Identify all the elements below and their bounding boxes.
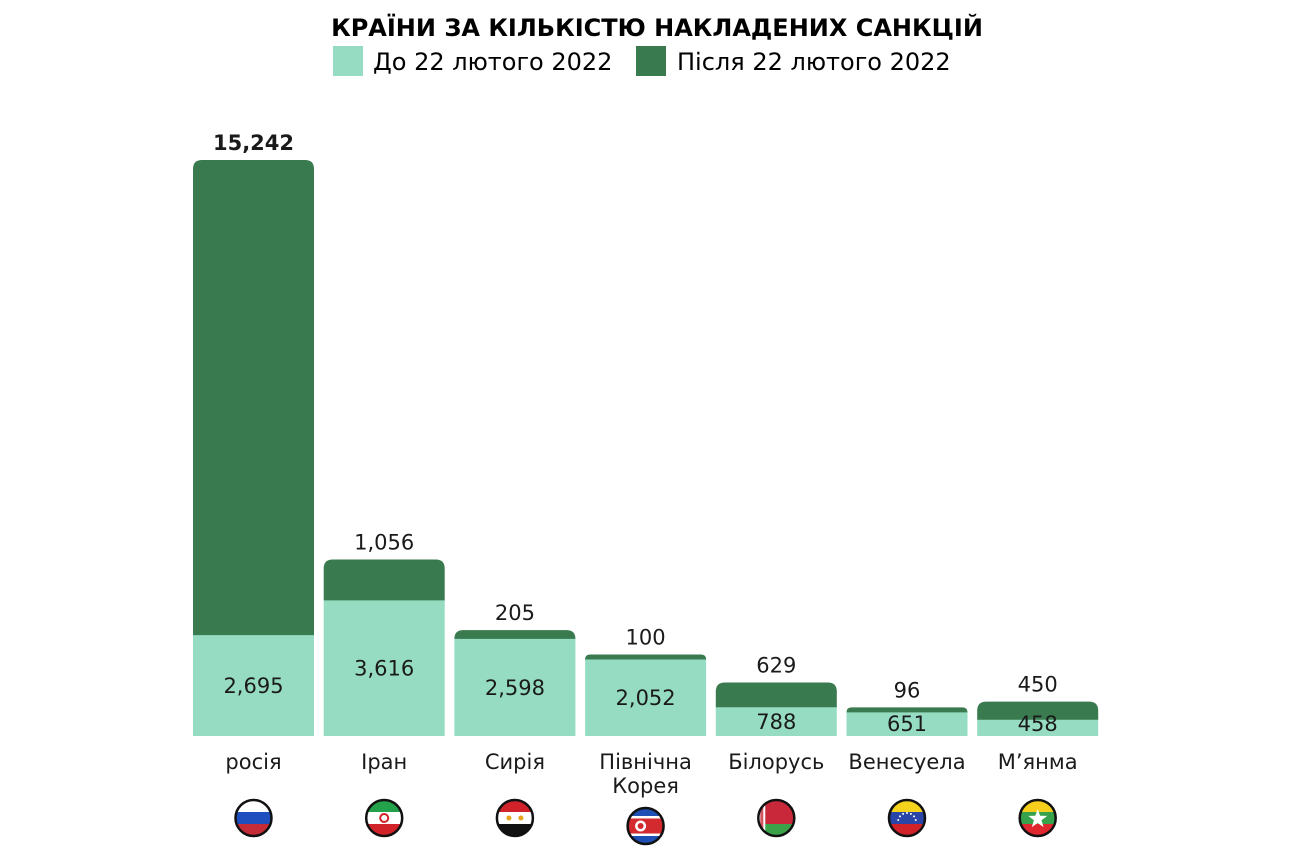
bars-layer: 2,695 15,242 росія 3,616 1,056 Іран 2,598 205 Си… (193, 131, 1099, 798)
bar-before-2 (454, 637, 576, 736)
value-label-before: 458 (1018, 712, 1058, 736)
value-label-after: 1,056 (354, 530, 414, 554)
bar-after-4 (715, 682, 837, 708)
category-label: Північна (599, 750, 692, 774)
bar-after-0 (193, 160, 314, 636)
bar-before-4 (715, 706, 837, 736)
category-label: Сирія (485, 750, 545, 774)
value-label-after: 96 (894, 678, 921, 702)
category-label: Венесуела (848, 750, 965, 774)
value-label-after: 450 (1018, 673, 1058, 697)
iran-flag-icon (364, 798, 404, 838)
category-label: Іран (361, 750, 407, 774)
bar-before-6 (977, 718, 1099, 736)
legend-swatch-after (636, 46, 666, 76)
legend-label-after: Після 22 лютого 2022 (677, 48, 951, 76)
bar-before-1 (323, 599, 445, 736)
value-label-before: 2,598 (485, 676, 545, 700)
legend: До 22 лютого 2022 Після 22 лютого 2022 (333, 46, 951, 76)
value-label-before: 3,616 (354, 657, 414, 681)
bar-after-3 (585, 654, 707, 660)
value-label-before: 651 (887, 712, 927, 736)
flags-layer (234, 798, 1057, 846)
value-label-after: 629 (756, 653, 796, 677)
value-label-after: 15,242 (213, 131, 294, 155)
bar-before-0 (193, 634, 314, 736)
value-label-before: 788 (756, 710, 796, 734)
bar-before-5 (846, 711, 968, 736)
value-label-after: 205 (495, 601, 535, 625)
category-label: росія (225, 750, 281, 774)
value-label-before: 2,695 (223, 674, 283, 698)
category-label: М’янма (998, 750, 1078, 774)
bar-after-1 (323, 559, 445, 601)
russia-flag-icon (234, 798, 273, 838)
chart-title: КРАЇНИ ЗА КІЛЬКІСТЮ НАКЛАДЕНИХ САНКЦІЙ (331, 13, 983, 42)
north-korea-flag-icon (626, 806, 665, 846)
category-label: Білорусь (728, 750, 824, 774)
venezuela-flag-icon (887, 798, 927, 838)
bar-after-5 (846, 707, 968, 713)
myanmar-flag-icon (1018, 798, 1057, 838)
legend-label-before: До 22 лютого 2022 (373, 48, 612, 76)
value-label-before: 2,052 (616, 686, 676, 710)
belarus-flag-icon (757, 798, 796, 838)
bar-before-3 (585, 658, 707, 736)
value-label-after: 100 (626, 625, 666, 649)
syria-flag-icon (495, 798, 535, 838)
legend-swatch-before (333, 46, 363, 76)
category-label: Корея (612, 774, 679, 798)
bar-after-6 (977, 701, 1099, 720)
bar-after-2 (454, 630, 576, 639)
